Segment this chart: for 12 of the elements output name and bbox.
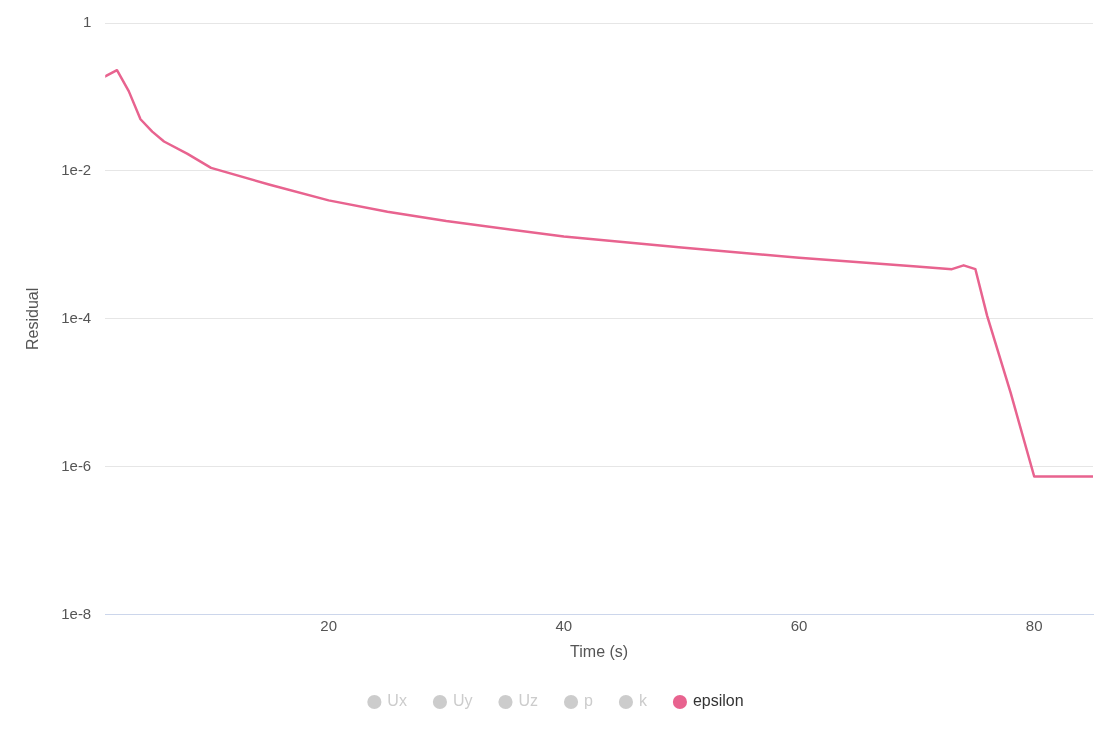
x-tick-label: 20 — [320, 616, 337, 634]
x-tick-label: 40 — [555, 616, 573, 634]
y-tick-label: 1e-8 — [61, 604, 92, 622]
x-axis-title: Time (s) — [570, 642, 629, 660]
y-tick-label: 1e-6 — [61, 456, 92, 474]
x-tick-label: 60 — [790, 616, 808, 634]
x-tick-label: 80 — [1025, 616, 1043, 634]
y-axis-title: Residual — [24, 287, 42, 351]
y-tick-label: 1 — [82, 13, 92, 31]
y-tick-label: 1e-2 — [61, 161, 92, 179]
legend-label: epsilon — [692, 692, 744, 710]
y-tick-label: 1e-4 — [61, 309, 92, 327]
